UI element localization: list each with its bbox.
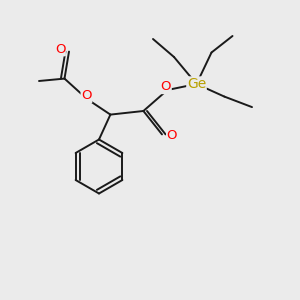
Text: O: O [161,80,171,94]
Text: O: O [55,43,65,56]
Text: O: O [81,89,92,103]
Text: O: O [167,129,177,142]
Text: Ge: Ge [187,77,206,91]
